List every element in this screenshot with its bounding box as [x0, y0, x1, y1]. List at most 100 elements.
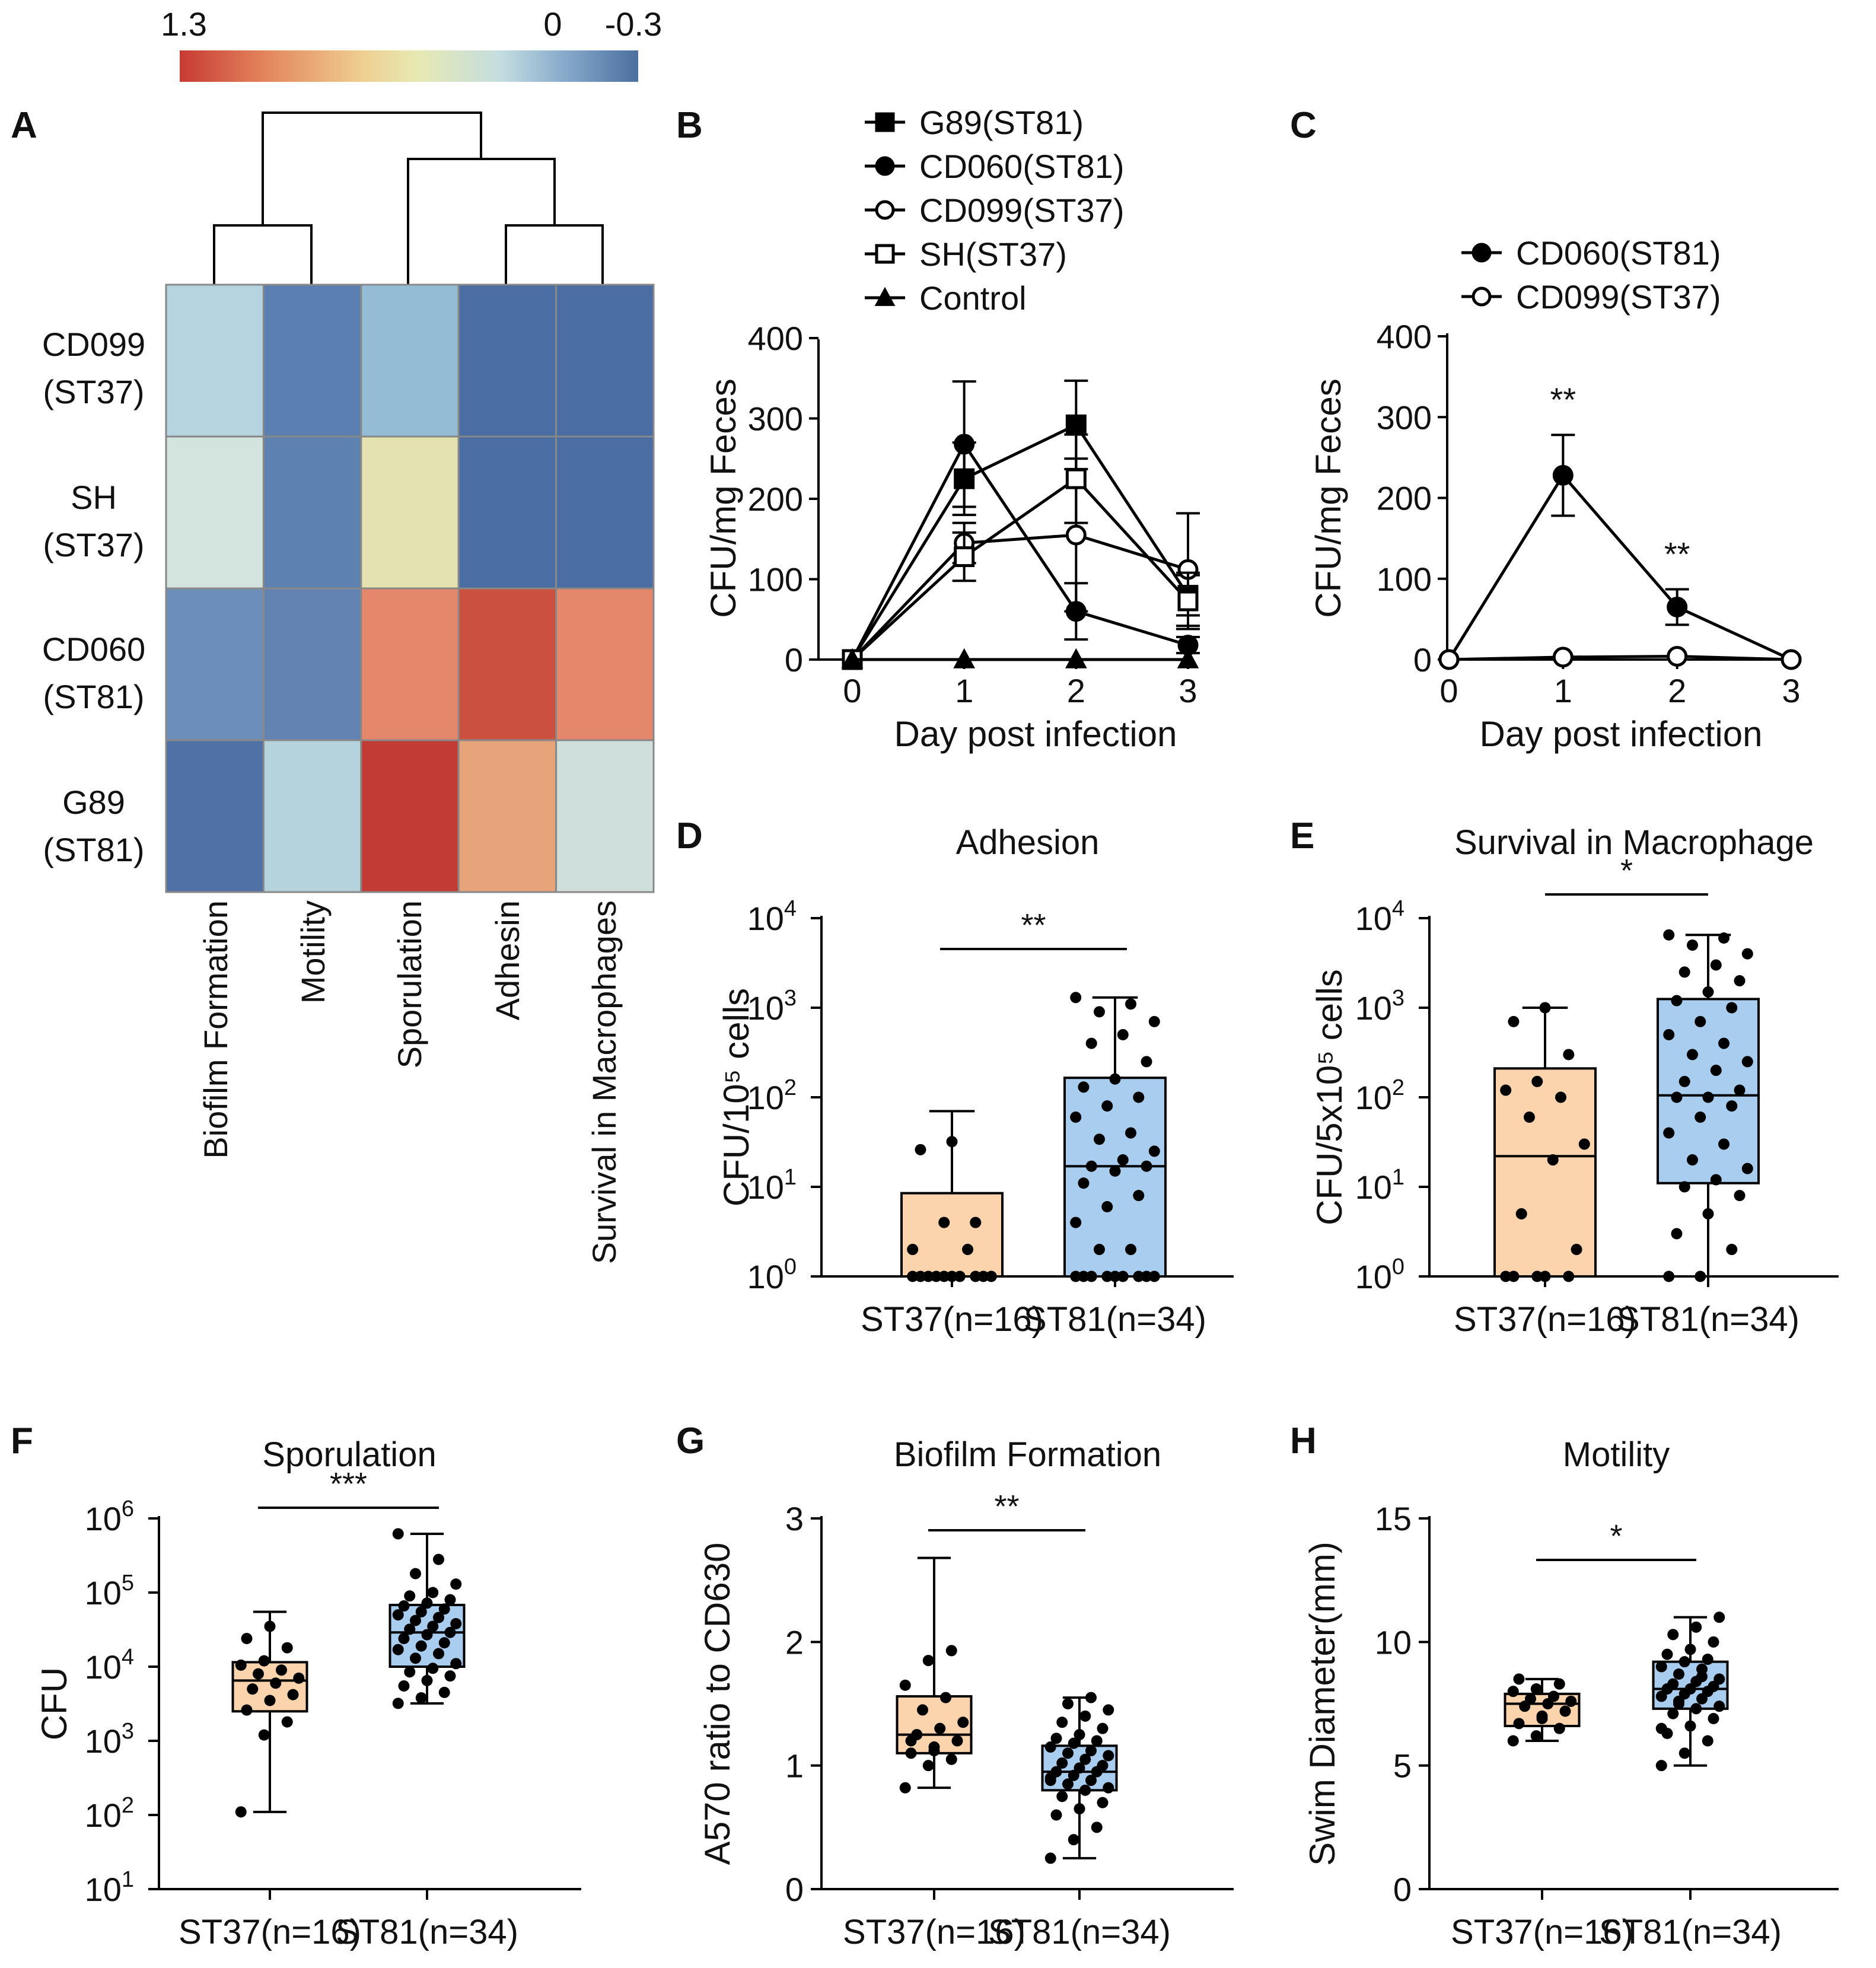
colorbar-label-min: -0.3: [605, 5, 663, 43]
data-point: [954, 546, 975, 568]
x-tick-label: 0: [843, 672, 861, 709]
data-point: [1125, 998, 1137, 1010]
data-point: [1741, 1056, 1753, 1068]
data-point: [1686, 1154, 1698, 1166]
data-point: [1571, 1244, 1582, 1256]
legend-label: CD099(ST37): [919, 192, 1124, 229]
heatmap-cell: [360, 739, 460, 893]
data-point: [1062, 1747, 1074, 1759]
data-point: [1062, 1698, 1074, 1709]
data-point: [1079, 1753, 1091, 1765]
legend-b: G89(ST81) CD060(ST81) CD099(ST37) SH(ST37) C…: [865, 104, 1124, 317]
panel-h: Motility Swim Diameter(mm) 0 5 10 15 ST37(n=16…: [1302, 1435, 1839, 1951]
panel-letter-h: H: [1290, 1421, 1317, 1461]
data-point: [1536, 1713, 1548, 1724]
y-tick-label: 101: [85, 1867, 134, 1908]
row-label-cd099: CD099 (ST37): [42, 326, 145, 410]
legend-marker: [874, 286, 896, 306]
legend-marker: [875, 156, 895, 176]
data-point: [1091, 1735, 1103, 1747]
box-group-st37: [1504, 1673, 1581, 1747]
data-point: [1531, 1270, 1543, 1282]
data-point: [1555, 1091, 1567, 1103]
data-point: [1044, 1852, 1056, 1864]
data-point: [922, 1655, 934, 1667]
x-tick-label: 2: [1668, 672, 1686, 709]
panel-e: Survival in Macrophage CFU/5x10⁵ cells100…: [1310, 823, 1839, 1339]
panel-letter-b: B: [676, 105, 703, 146]
panel-letter-g: G: [676, 1421, 705, 1461]
y-axis-label: CFU: [34, 1667, 74, 1740]
y-tick-label: 102: [85, 1793, 134, 1834]
axes: [820, 916, 1234, 1278]
data-point: [970, 1270, 982, 1282]
data-point: [1062, 1778, 1074, 1790]
y-tick-label: 0: [1393, 1871, 1412, 1908]
data-point: [922, 1760, 934, 1772]
panel-letter-c: C: [1290, 105, 1317, 146]
data-point: [1673, 1698, 1684, 1709]
data-point: [410, 1652, 421, 1664]
data-point: [1125, 1127, 1137, 1139]
y-axis-label: CFU/10⁵ cells: [716, 988, 756, 1206]
x-tick-label: ST81(n=34): [1599, 1913, 1782, 1951]
legend-marker: [875, 112, 895, 132]
y-tick-label: 103: [85, 1719, 134, 1760]
data-point: [427, 1663, 439, 1674]
x-tick-label: 1: [1554, 672, 1572, 709]
data-point: [1553, 1678, 1565, 1690]
significance-marker: *: [1610, 1518, 1622, 1554]
data-point: [258, 1729, 270, 1741]
data-point: [1671, 1228, 1683, 1240]
data-point: [293, 1672, 305, 1684]
box: [900, 1192, 1004, 1278]
data-point: [1085, 1037, 1097, 1049]
data-point: [1091, 1821, 1103, 1833]
significance-marker: ***: [330, 1466, 367, 1502]
data-point: [899, 1782, 911, 1794]
data-point: [1050, 1733, 1062, 1744]
column-dendrogram: [213, 112, 604, 285]
col-label-biofilm: Biofilm Formation: [197, 900, 234, 1159]
data-point: [940, 1692, 951, 1703]
legend-label: Control: [919, 279, 1027, 317]
data-point: [1065, 648, 1087, 668]
heatmap-cell: [457, 587, 558, 741]
legend-label: G89(ST81): [919, 104, 1084, 141]
data-point: [404, 1623, 416, 1635]
data-point: [1133, 1270, 1145, 1282]
panel-b-xlabel: Day post infection: [894, 714, 1177, 754]
data-point: [281, 1642, 293, 1654]
data-point: [1117, 1154, 1129, 1166]
significance-marker: **: [994, 1489, 1019, 1524]
data-point: [1671, 1091, 1683, 1103]
data-point: [1109, 1073, 1121, 1085]
data-point: [444, 1626, 456, 1638]
panel-c-xlabel: Day post infection: [1480, 714, 1763, 754]
data-point: [1695, 1015, 1706, 1027]
data-point: [1667, 1629, 1679, 1641]
heatmap-cell: [457, 739, 558, 893]
y-tick-label: 103: [747, 986, 797, 1027]
data-point: [404, 1590, 416, 1602]
data-point: [1050, 1766, 1062, 1778]
data-point: [934, 1722, 946, 1734]
y-tick-label: 103: [1355, 986, 1404, 1027]
series-g89-st81-: [842, 379, 1200, 670]
data-point: [1713, 1612, 1725, 1623]
data-point: [905, 1735, 917, 1747]
data-point: [1097, 1760, 1109, 1772]
series-line: [851, 476, 1189, 661]
data-point: [1539, 1002, 1551, 1014]
data-point: [235, 1659, 247, 1671]
box-group-st37: [900, 1110, 1004, 1282]
data-point: [1070, 1217, 1082, 1228]
legend-label: CD099(ST37): [1516, 278, 1721, 316]
data-point: [450, 1578, 462, 1590]
data-point: [241, 1704, 253, 1716]
data-point: [985, 1270, 997, 1282]
data-point: [1438, 649, 1460, 670]
data-point: [1667, 1708, 1679, 1719]
data-point: [1673, 1668, 1684, 1680]
